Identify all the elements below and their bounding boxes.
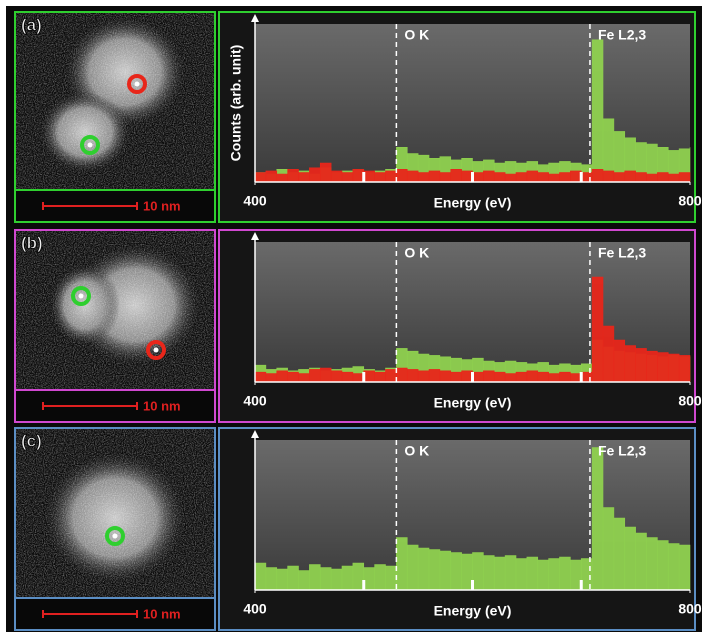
x-tick-label: 800 xyxy=(678,601,702,617)
page: (a) 10 nm O K Fe L2,3 400 800 Energy (eV) Count… xyxy=(0,0,708,635)
image-noise xyxy=(16,231,214,389)
x-tick-label: 400 xyxy=(243,193,267,209)
x-tick-label: 800 xyxy=(678,393,702,409)
minor-tick xyxy=(580,580,583,590)
probe-center xyxy=(135,82,140,87)
minor-tick xyxy=(471,172,474,182)
x-axis-label: Energy (eV) xyxy=(434,395,512,411)
y-axis-label: Counts (arb. unit) xyxy=(228,45,244,162)
figure: (a) 10 nm O K Fe L2,3 400 800 Energy (eV) Count… xyxy=(0,0,708,635)
edge-label: O K xyxy=(404,443,429,459)
probe-center xyxy=(88,143,93,148)
x-tick-label: 400 xyxy=(243,601,267,617)
panel-label: (b) xyxy=(21,233,43,252)
minor-tick xyxy=(362,172,365,182)
probe-center xyxy=(79,294,84,299)
x-axis-label: Energy (eV) xyxy=(434,195,512,211)
x-axis-label: Energy (eV) xyxy=(434,603,512,619)
x-tick-label: 800 xyxy=(678,193,702,209)
probe-center xyxy=(154,348,159,353)
minor-tick xyxy=(362,580,365,590)
image-noise xyxy=(16,13,214,189)
edge-label: O K xyxy=(404,245,429,261)
edge-label: Fe L2,3 xyxy=(598,443,646,459)
minor-tick xyxy=(471,580,474,590)
minor-tick xyxy=(580,172,583,182)
edge-label: Fe L2,3 xyxy=(598,245,646,261)
scale-bar-label: 10 nm xyxy=(143,198,181,213)
panel-label: (a) xyxy=(21,15,42,34)
scale-bar-label: 10 nm xyxy=(143,606,181,621)
edge-label: O K xyxy=(404,27,429,43)
minor-tick xyxy=(362,372,365,382)
minor-tick xyxy=(471,372,474,382)
image-noise xyxy=(16,429,214,597)
x-tick-label: 400 xyxy=(243,393,267,409)
probe-center xyxy=(113,534,118,539)
edge-label: Fe L2,3 xyxy=(598,27,646,43)
panel-label: (c) xyxy=(21,431,42,450)
minor-tick xyxy=(580,372,583,382)
scale-bar-label: 10 nm xyxy=(143,398,181,413)
